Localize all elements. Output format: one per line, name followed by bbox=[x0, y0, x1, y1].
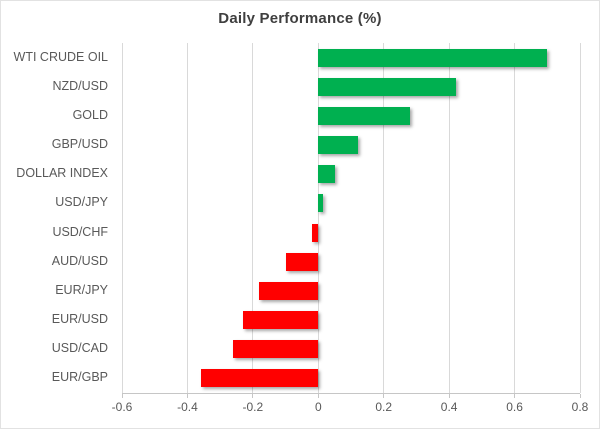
bar-wti-crude-oil bbox=[318, 48, 548, 67]
x-axis-line bbox=[122, 393, 580, 394]
x-tick-label-0.6: 0.6 bbox=[506, 400, 523, 414]
tick-mark-0 bbox=[317, 394, 319, 398]
gridline--0.4 bbox=[186, 43, 188, 393]
tick-mark-0.8 bbox=[579, 394, 581, 398]
bar-aud-usd bbox=[285, 252, 319, 271]
bar-usd-jpy bbox=[318, 194, 324, 213]
tick-mark--0.6 bbox=[121, 394, 123, 398]
tick-mark-0.6 bbox=[514, 394, 516, 398]
category-label-eur-usd: EUR/USD bbox=[51, 312, 108, 327]
bar-gold bbox=[318, 106, 410, 125]
gridline--0.2 bbox=[252, 43, 254, 393]
gridline-0 bbox=[317, 43, 319, 393]
bar-eur-jpy bbox=[259, 281, 319, 300]
category-label-usd-chf: USD/CHF bbox=[52, 224, 108, 239]
tick-mark-0.4 bbox=[448, 394, 450, 398]
chart-title: Daily Performance (%) bbox=[218, 10, 382, 27]
category-label-gold: GOLD bbox=[72, 107, 108, 122]
bar-nzd-usd bbox=[318, 77, 456, 96]
plot-area bbox=[121, 43, 581, 398]
bar-usd-chf bbox=[311, 223, 319, 242]
x-tick-label-0.8: 0.8 bbox=[571, 400, 589, 414]
bar-eur-gbp bbox=[200, 369, 319, 388]
gridline--0.6 bbox=[121, 43, 123, 393]
tick-mark--0.2 bbox=[252, 394, 254, 398]
gridline-0.6 bbox=[514, 43, 516, 393]
category-label-usd-jpy: USD/JPY bbox=[55, 195, 108, 210]
bar-usd-cad bbox=[233, 340, 319, 359]
category-label-nzd-usd: NZD/USD bbox=[52, 78, 108, 93]
x-tick-label-0.2: 0.2 bbox=[375, 400, 393, 414]
category-label-dollar-index: DOLLAR INDEX bbox=[16, 166, 108, 181]
x-tick-label-0: 0 bbox=[314, 400, 322, 414]
tick-mark-0.2 bbox=[383, 394, 385, 398]
x-tick-label--0.4: -0.4 bbox=[177, 400, 198, 414]
category-label-wti-crude-oil: WTI CRUDE OIL bbox=[13, 49, 108, 64]
category-label-eur-jpy: EUR/JPY bbox=[55, 282, 108, 297]
category-label-gbp-usd: GBP/USD bbox=[51, 137, 108, 152]
category-label-eur-gbp: EUR/GBP bbox=[51, 370, 108, 385]
tick-mark--0.4 bbox=[186, 394, 188, 398]
bar-dollar-index bbox=[318, 165, 335, 184]
gridline-0.4 bbox=[448, 43, 450, 393]
x-tick-label--0.2: -0.2 bbox=[242, 400, 264, 414]
x-tick-label-0.4: 0.4 bbox=[440, 400, 458, 414]
gridline-0.2 bbox=[383, 43, 385, 393]
category-label-aud-usd: AUD/USD bbox=[51, 253, 108, 268]
category-label-usd-cad: USD/CAD bbox=[51, 341, 108, 356]
bar-gbp-usd bbox=[318, 136, 358, 155]
bar-eur-usd bbox=[243, 311, 319, 330]
gridline-0.8 bbox=[579, 43, 581, 393]
x-tick-label--0.6: -0.6 bbox=[111, 400, 133, 414]
